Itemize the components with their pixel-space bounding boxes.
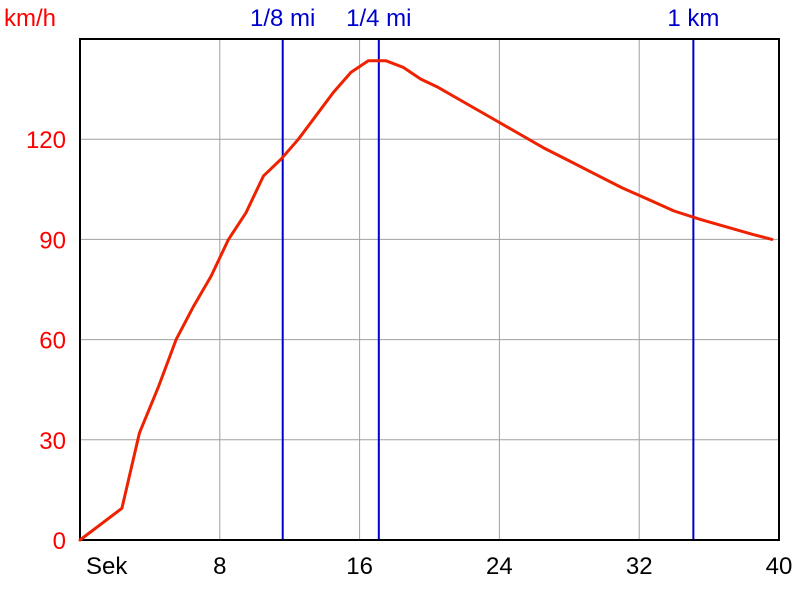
x-tick-label: 32	[626, 553, 653, 580]
grid-lines	[80, 39, 779, 540]
y-tick-label: 0	[53, 528, 66, 555]
y-tick-label: 60	[39, 328, 66, 355]
x-tick-label: 24	[486, 553, 513, 580]
distance-marker-label: 1/4 mi	[346, 5, 411, 32]
x-tick-label: 16	[346, 553, 373, 580]
x-axis-label: Sek	[86, 553, 128, 580]
distance-marker-label: 1 km	[667, 5, 719, 32]
y-tick-label: 90	[39, 227, 66, 254]
plot-frame	[79, 38, 780, 541]
x-tick-label: 40	[766, 553, 793, 580]
y-tick-label: 30	[39, 428, 66, 455]
y-tick-labels: 0 30 60 90 120	[26, 127, 66, 555]
y-tick-label: 120	[26, 127, 66, 154]
y-axis-label: km/h	[4, 5, 56, 32]
x-tick-labels: 8 16 24 32 40	[213, 553, 792, 580]
distance-markers	[281, 39, 695, 540]
distance-marker-label: 1/8 mi	[250, 5, 315, 32]
marker-labels: 1/8 mi 1/4 mi 1 km	[250, 5, 719, 32]
x-tick-label: 8	[213, 553, 226, 580]
speed-series-line	[78, 59, 774, 542]
